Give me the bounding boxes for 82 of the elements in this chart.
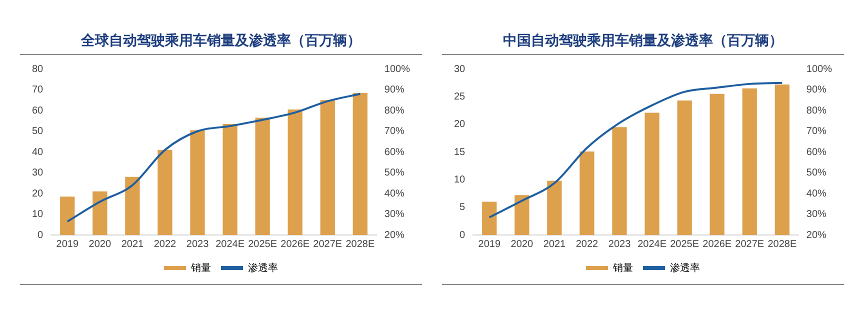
bar	[742, 88, 757, 235]
x-tick-label: 2028E	[346, 238, 375, 250]
x-tick-label: 2025E	[248, 238, 278, 250]
x-tick-label: 2023	[608, 238, 632, 250]
bar	[612, 127, 627, 235]
x-tick-label: 2022	[154, 238, 177, 250]
x-tick-label: 2021	[543, 238, 566, 250]
y-tick-label: 80	[32, 64, 44, 75]
bar	[288, 109, 302, 235]
y2-tick-label: 40%	[806, 188, 827, 200]
chart-title: 中国自动驾驶乘用车销量及渗透率（百万辆）	[442, 10, 844, 55]
bar	[774, 84, 790, 235]
x-tick-label: 2027E	[313, 238, 342, 250]
y-tick-label: 10	[454, 174, 466, 186]
x-tick-label: 2026E	[280, 238, 310, 250]
y2-tick-label: 100%	[384, 64, 410, 75]
legend-label: 销量	[612, 262, 633, 274]
y-tick-label: 50	[32, 126, 44, 137]
x-tick-label: 2020	[510, 238, 534, 250]
bar	[92, 191, 108, 235]
y-tick-label: 20	[32, 188, 44, 200]
y-tick-label: 15	[454, 146, 466, 158]
x-tick-label: 2027E	[735, 238, 764, 250]
line-series	[488, 82, 784, 218]
x-tick-label: 2019	[478, 238, 501, 250]
y-tick-label: 40	[32, 146, 44, 158]
x-tick-label: 2028E	[768, 238, 797, 250]
y2-tick-label: 30%	[384, 209, 405, 220]
bar	[547, 180, 562, 235]
bar	[255, 118, 270, 235]
y2-tick-label: 20%	[384, 230, 405, 241]
legend-label: 销量	[190, 262, 211, 274]
bar	[644, 112, 660, 235]
y2-tick-label: 30%	[806, 209, 827, 220]
y2-tick-label: 60%	[806, 146, 827, 158]
y-tick-label: 5	[460, 202, 466, 214]
x-tick-label: 2019	[56, 238, 79, 250]
x-tick-label: 2023	[186, 238, 210, 250]
x-tick-label: 2020	[88, 238, 112, 250]
y2-tick-label: 80%	[384, 105, 405, 116]
y2-tick-label: 70%	[384, 126, 405, 137]
y2-tick-label: 20%	[806, 230, 827, 241]
y-tick-label: 0	[38, 230, 44, 241]
y-tick-label: 60	[32, 105, 44, 116]
y-tick-label: 30	[454, 64, 466, 75]
y2-tick-label: 60%	[384, 146, 405, 158]
bar	[514, 195, 530, 235]
y2-tick-label: 90%	[384, 84, 405, 96]
bar	[158, 150, 172, 235]
y2-tick-label: 90%	[806, 84, 827, 96]
bar	[710, 94, 724, 235]
x-tick-label: 2025E	[670, 238, 700, 250]
y-tick-label: 70	[32, 84, 44, 96]
y2-tick-label: 50%	[384, 168, 405, 178]
y2-tick-label: 40%	[384, 188, 405, 200]
bar	[677, 100, 692, 235]
y-tick-label: 30	[32, 168, 44, 178]
bar	[125, 176, 140, 235]
x-tick-label: 2024E	[638, 238, 667, 250]
bar	[320, 100, 335, 235]
bar	[190, 130, 205, 235]
y2-tick-label: 50%	[806, 168, 827, 178]
x-tick-label: 2021	[121, 238, 144, 250]
y-tick-label: 25	[454, 91, 466, 102]
y-tick-label: 0	[460, 230, 466, 241]
legend-label: 渗透率	[670, 262, 700, 274]
bar	[352, 92, 368, 235]
legend-label: 渗透率	[248, 262, 278, 274]
x-tick-label: 2024E	[216, 238, 245, 250]
y-tick-label: 20	[454, 119, 466, 130]
x-tick-label: 2022	[576, 238, 599, 250]
bar	[60, 196, 75, 235]
y-tick-label: 10	[32, 209, 44, 220]
chart-title: 全球自动驾驶乘用车销量及渗透率（百万辆）	[20, 10, 422, 55]
y2-tick-label: 80%	[806, 105, 827, 116]
y2-tick-label: 100%	[806, 64, 832, 75]
line-series	[66, 92, 362, 223]
bar	[580, 151, 594, 235]
bar	[482, 202, 497, 235]
bar	[222, 124, 238, 235]
x-tick-label: 2026E	[702, 238, 732, 250]
y2-tick-label: 70%	[806, 126, 827, 137]
